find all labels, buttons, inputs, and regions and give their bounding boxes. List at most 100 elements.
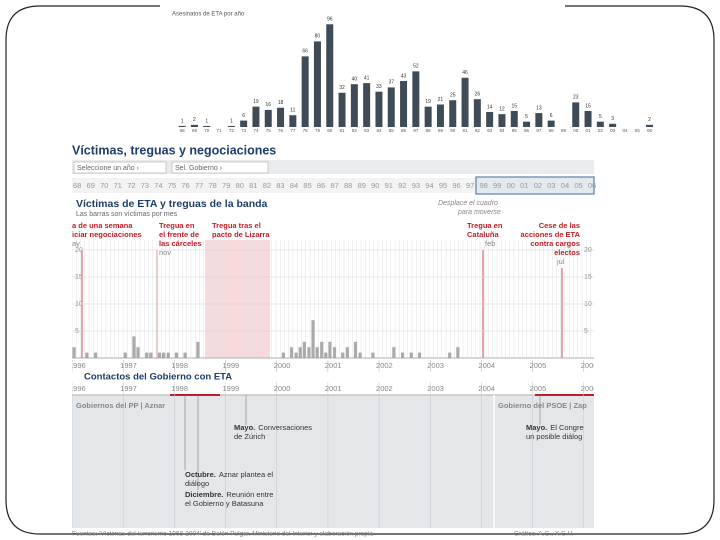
annotation: electos [554,248,580,257]
x-tick-label: 2002 [376,384,393,393]
year-strip-label: 73 [141,181,149,190]
bar [412,71,420,127]
year-strip-label: 03 [547,181,555,190]
x-tick-label: 2005 [530,361,547,370]
bar [190,124,198,127]
year-strip-label: 04 [561,181,569,190]
x-tick-label: 04 [622,128,628,133]
x-tick-label: 87 [413,128,419,133]
bar [227,125,235,127]
year-strip-label: 97 [466,181,474,190]
x-tick-label: 2006 [581,361,598,370]
year-window[interactable] [475,176,595,195]
government-band [72,395,594,528]
x-tick-label: 2005 [530,384,547,393]
gov-select-label: Sel. Gobierno › [175,165,223,172]
value-label: 2 [648,117,651,123]
bar [353,341,358,358]
value-label: 52 [413,64,419,70]
year-select-label: Seleccione un año › [77,165,140,172]
x-tick-label: 77 [290,128,296,133]
x-tick-label: 1998 [171,384,188,393]
bar [174,352,178,358]
x-tick-label: 75 [266,128,272,133]
year-strip-label: 89 [358,181,366,190]
year-strip-label: 05 [574,181,582,190]
x-tick-label: 88 [426,128,432,133]
x-tick-label: 86 [401,128,407,133]
contact-text: Conversaciones [258,423,312,432]
bar [123,352,127,358]
x-tick-label: 71 [217,128,223,133]
bar [132,336,136,358]
value-label: 14 [487,104,493,110]
bar [338,92,346,127]
bar [328,341,332,358]
year-strip [72,178,594,193]
bar [203,125,211,127]
x-tick-label: 72 [229,128,235,133]
credit: Gráfico. A.G., X.G.V. [514,531,574,538]
bar [572,102,580,127]
value-label: 11 [290,108,295,114]
year-strip-label: 76 [181,181,189,190]
value-label: 80 [315,34,321,40]
bar [136,347,140,358]
year-strip-label: 85 [303,181,311,190]
x-tick-label: 2001 [325,384,342,393]
contact-month: Mayo. [234,423,255,432]
value-label: 1 [181,118,184,124]
x-tick-label: 84 [376,128,382,133]
bar [535,113,543,127]
value-label: 40 [352,77,358,83]
contact-month: Diciembre. [185,490,223,499]
bar [547,120,555,127]
bar [183,352,187,358]
bar [436,104,444,127]
year-strip-label: 74 [154,181,162,190]
slide-frame [5,5,715,535]
x-tick-label: 01 [586,128,592,133]
bar [149,352,153,358]
value-label: 96 [327,17,333,23]
bar [448,352,452,358]
x-tick-label: 2003 [427,384,444,393]
bar [332,347,337,358]
annotation: acciones de ETA [521,230,581,239]
x-tick-label: 1998 [171,361,188,370]
year-strip-label: 69 [87,181,95,190]
government-label: Gobierno del PSOE | Zap [498,401,587,410]
x-tick-label: 83 [364,128,370,133]
bar [85,352,89,358]
x-tick-label: 1996 [69,384,86,393]
x-tick-label: 69 [192,128,198,133]
year-strip-label: 77 [195,181,203,190]
annotation: nov [159,248,171,257]
bar [289,115,297,127]
annotation: Cataluña [467,230,500,239]
annotation: Cese de las [539,221,580,230]
bar [289,347,294,358]
contact-text: Reunión entre [226,490,273,499]
bar [240,120,248,127]
bar [363,83,371,127]
bar [313,41,321,127]
bar [157,352,162,358]
value-label: 5 [525,114,528,120]
year-select[interactable] [73,161,167,174]
y-tick-label: 5 [75,328,79,335]
year-strip-label: 90 [371,181,379,190]
bar [358,352,362,358]
gov-select[interactable] [171,161,269,174]
bar [315,347,319,358]
bar [93,352,98,358]
year-strip-label: 93 [412,181,420,190]
x-tick-label: 97 [536,128,542,133]
value-label: 16 [265,102,271,108]
contact-note: Mayo. Conversaciones [234,423,312,432]
bar [294,352,298,358]
value-label: 37 [388,80,394,86]
x-tick-label: 70 [204,128,210,133]
year-strip-label: 80 [236,181,244,190]
